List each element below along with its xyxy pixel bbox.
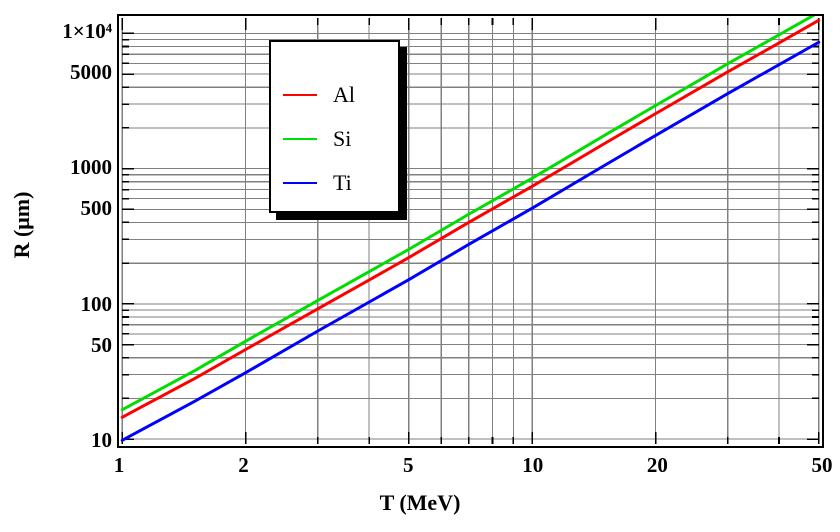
y-tick-label: 500 <box>80 196 113 221</box>
legend-label: Ti <box>333 170 352 195</box>
legend-item[interactable]: Ti <box>271 170 398 196</box>
x-tick-label: 50 <box>811 453 833 477</box>
y-tick-label: 1×10⁴ <box>62 18 112 43</box>
y-tick-label: 10 <box>91 428 112 453</box>
y-tick-label: 5000 <box>70 59 112 84</box>
y-axis-tick-labels: 1×10⁴ 5000 1000 500 100 50 10 <box>0 0 112 532</box>
x-axis-tick-labels: 1 2 5 10 20 50 <box>0 455 840 485</box>
y-axis-title: R (μm) <box>9 191 34 259</box>
legend[interactable]: Al Si Ti <box>269 40 400 213</box>
x-tick-label: 5 <box>402 453 414 477</box>
y-tick-label: 1000 <box>70 155 112 180</box>
legend-item[interactable]: Si <box>271 126 398 152</box>
x-tick-label: 1 <box>113 453 125 477</box>
x-tick-label: 2 <box>238 453 249 477</box>
legend-color-swatch <box>283 182 317 184</box>
legend-label: Al <box>333 82 355 107</box>
y-tick-label: 50 <box>91 332 112 357</box>
legend-color-swatch <box>283 94 317 96</box>
y-tick-label: 100 <box>80 291 113 316</box>
legend-color-swatch <box>283 138 317 140</box>
data-curves <box>120 16 821 442</box>
axis-ticks <box>121 17 820 445</box>
legend-item[interactable]: Al <box>271 82 398 108</box>
x-tick-label: 20 <box>646 453 668 477</box>
plot-area <box>117 14 824 448</box>
x-tick-label: 10 <box>522 453 544 477</box>
legend-label: Si <box>333 126 352 151</box>
x-axis-title: T (MeV) <box>379 490 461 515</box>
gridlines <box>121 17 820 445</box>
